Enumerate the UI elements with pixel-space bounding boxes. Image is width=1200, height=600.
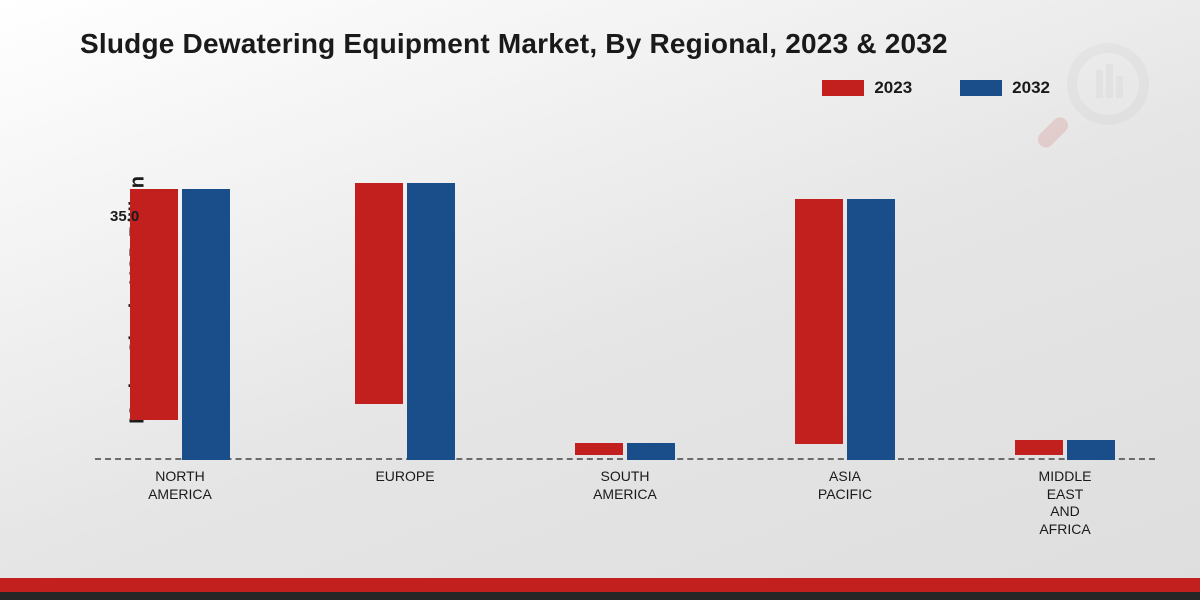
bar-2023 (795, 199, 843, 443)
legend-item-2023: 2023 (822, 78, 912, 98)
x-category-label: ASIAPACIFIC (775, 468, 915, 503)
bar-group (335, 183, 475, 460)
x-category-label: SOUTHAMERICA (555, 468, 695, 503)
bar-2023 (575, 443, 623, 455)
legend: 2023 2032 (822, 78, 1050, 98)
x-category-label: MIDDLEEASTANDAFRICA (995, 468, 1135, 538)
bar-group (775, 199, 915, 460)
plot-area: 35.0 (95, 130, 1155, 460)
bar-2023 (355, 183, 403, 404)
bar-2032 (1067, 440, 1115, 460)
x-category-label: NORTHAMERICA (110, 468, 250, 503)
footer-accent-bar (0, 578, 1200, 592)
bar-group (555, 443, 695, 460)
legend-item-2032: 2032 (960, 78, 1050, 98)
bar-2032 (847, 199, 895, 460)
bar-2023 (1015, 440, 1063, 455)
legend-label-2032: 2032 (1012, 78, 1050, 98)
footer-dark-bar (0, 592, 1200, 600)
legend-swatch-2032 (960, 80, 1002, 96)
chart-title: Sludge Dewatering Equipment Market, By R… (80, 28, 948, 60)
x-category-label: EUROPE (335, 468, 475, 486)
chart-page: Sludge Dewatering Equipment Market, By R… (0, 0, 1200, 600)
bar-2032 (627, 443, 675, 460)
legend-label-2023: 2023 (874, 78, 912, 98)
bar-group (110, 189, 250, 460)
x-axis-labels: NORTHAMERICA EUROPE SOUTHAMERICA ASIAPACIFI… (95, 468, 1155, 558)
legend-swatch-2023 (822, 80, 864, 96)
bar-value-label: 35.0 (110, 208, 139, 225)
bar-2032 (182, 189, 230, 460)
bar-2032 (407, 183, 455, 460)
bar-group (995, 440, 1135, 460)
